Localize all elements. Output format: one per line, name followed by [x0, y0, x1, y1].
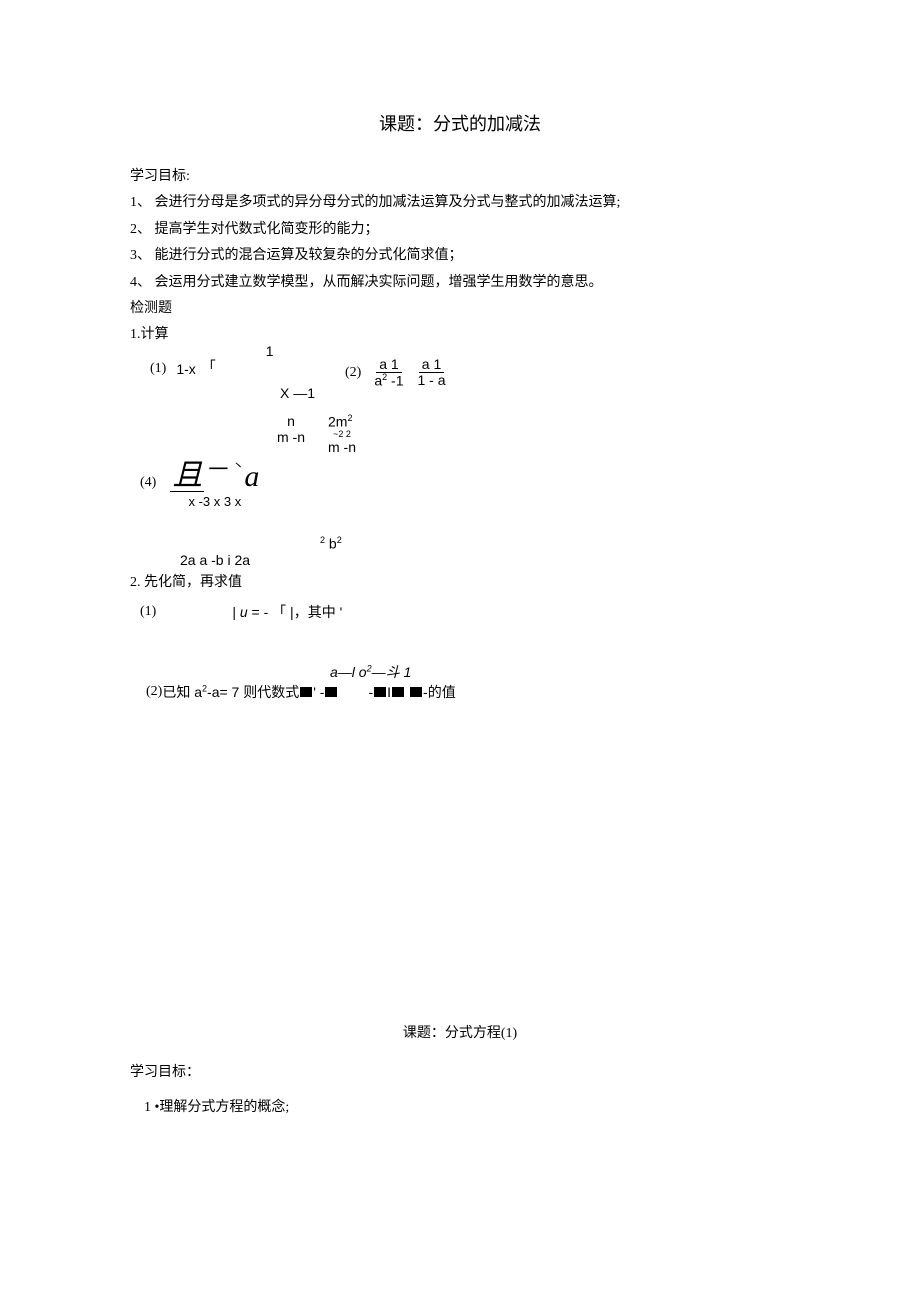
- sub-title: 课题：分式方程(1): [130, 1022, 790, 1042]
- q1-below: X —1: [280, 385, 315, 401]
- q2-1-formula: | u = - 「 |，其中 ': [232, 602, 342, 622]
- block-icon: [392, 687, 404, 697]
- block-icon: [300, 687, 312, 697]
- q2-1-label: (1): [140, 604, 156, 620]
- sub-item-1: 1 •理解分式方程的概念;: [144, 1097, 790, 1119]
- q2-2-top: a—l o2—斗 1: [330, 662, 790, 682]
- extra-top: 2 b2: [320, 535, 790, 552]
- objectives-header: 学习目标:: [130, 166, 790, 188]
- q2-label: (2): [345, 365, 361, 381]
- q4-a: a: [244, 462, 259, 492]
- block-icon: [374, 687, 386, 697]
- q1-one: 1: [266, 343, 274, 359]
- q4-den: x -3 x 3 x: [188, 494, 241, 509]
- q3-block: n 2m2 m -n ~2 2 m -n: [270, 413, 790, 456]
- block-icon: [410, 687, 422, 697]
- q2-2-line: (2) 已知 a2-a= 7 则代数式 ' - - I -的值: [146, 682, 790, 702]
- q2-frac1: a 1 a2 -1: [371, 357, 406, 389]
- q4-char: 且: [170, 461, 204, 492]
- objective-4: 4、 会运用分式建立数学模型，从而解决实际问题，增强学生用数学的意思。: [130, 272, 790, 294]
- q4-label: (4): [140, 475, 156, 491]
- q2-frac2: a 1 1 - a: [415, 357, 449, 389]
- calc-header: 1.计算: [130, 324, 790, 346]
- extra-bottom: 2a a -b i 2a: [180, 552, 790, 568]
- sub-objectives-header: 学习目标：: [130, 1062, 790, 1084]
- q4-dash: 一: [208, 453, 228, 482]
- q1-corner: 「: [202, 357, 216, 377]
- simplify-header: 2. 先化简，再求值: [130, 572, 790, 594]
- q1-left: 1-x: [176, 361, 195, 377]
- q4-tick: 丶: [232, 457, 244, 474]
- test-header: 检测题: [130, 298, 790, 320]
- objective-3: 3、 能进行分式的混合运算及较复杂的分式化简求值；: [130, 245, 790, 267]
- block-icon: [325, 687, 337, 697]
- objective-2: 2、 提高学生对代数式化简变形的能力；: [130, 219, 790, 241]
- q1-label: (1): [150, 361, 166, 377]
- objective-1: 1、 会进行分母是多项式的异分母分式的加减法运算及分式与整式的加减法运算;: [130, 192, 790, 214]
- page-title: 课题：分式的加减法: [130, 110, 790, 136]
